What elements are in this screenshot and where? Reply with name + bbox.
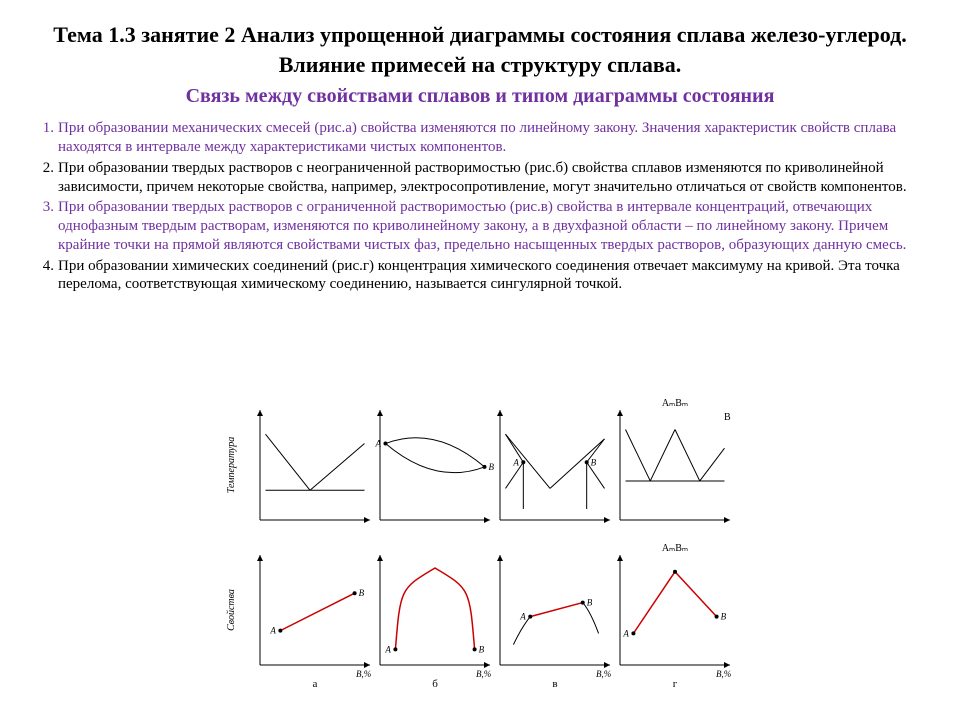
svg-text:г: г bbox=[673, 678, 678, 690]
svg-text:B: B bbox=[479, 644, 485, 654]
list-item: При образовании твердых растворов с неог… bbox=[58, 159, 930, 197]
svg-text:B: B bbox=[724, 412, 731, 423]
svg-text:B,%: B,% bbox=[596, 669, 611, 679]
list-item: При образовании механических смесей (рис… bbox=[58, 119, 930, 157]
list-item: При образовании твердых растворов с огра… bbox=[58, 198, 930, 254]
svg-text:A: A bbox=[519, 612, 526, 622]
svg-text:B: B bbox=[359, 588, 365, 598]
svg-text:B,%: B,% bbox=[476, 669, 491, 679]
svg-text:A: A bbox=[512, 457, 519, 467]
svg-text:B,%: B,% bbox=[716, 669, 731, 679]
body-list: При образовании механических смесей (рис… bbox=[30, 119, 930, 294]
svg-text:B: B bbox=[591, 457, 597, 467]
svg-text:A: A bbox=[375, 439, 382, 449]
svg-text:A: A bbox=[269, 626, 276, 636]
svg-text:B: B bbox=[721, 612, 727, 622]
svg-text:A: A bbox=[622, 628, 629, 638]
svg-text:B,%: B,% bbox=[356, 669, 371, 679]
svg-text:Температура: Температура bbox=[226, 437, 237, 494]
list-item: При образовании химических соединений (р… bbox=[58, 257, 930, 295]
svg-text:б: б bbox=[432, 678, 438, 690]
slide-subtitle: Связь между свойствами сплавов и типом д… bbox=[30, 83, 930, 109]
svg-text:AₘBₘ: AₘBₘ bbox=[662, 543, 688, 554]
svg-text:в: в bbox=[552, 678, 557, 690]
diagram-figure: Температура Свойства A B B,% а A B A B B,% б A B A B B,%… bbox=[220, 390, 740, 700]
svg-text:Свойства: Свойства bbox=[226, 589, 237, 631]
svg-text:а: а bbox=[313, 678, 318, 690]
svg-text:B: B bbox=[587, 598, 593, 608]
svg-text:B: B bbox=[489, 462, 495, 472]
svg-text:AₘBₘ: AₘBₘ bbox=[662, 398, 688, 409]
slide-title: Тема 1.3 занятие 2 Анализ упрощенной диа… bbox=[30, 20, 930, 79]
svg-text:A: A bbox=[384, 644, 391, 654]
